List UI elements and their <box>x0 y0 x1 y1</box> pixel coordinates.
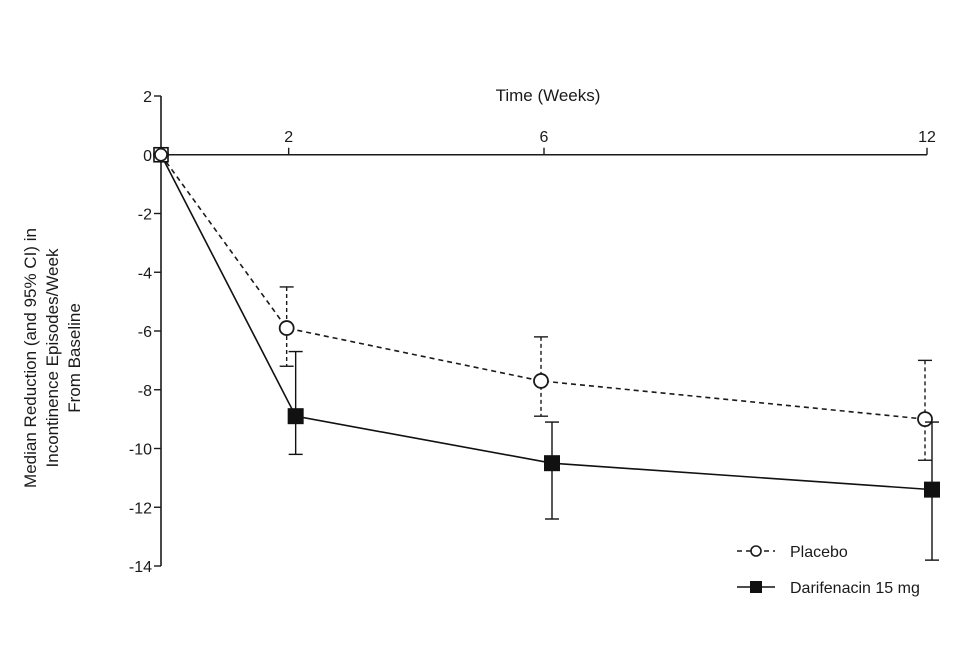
legend-darifenacin-label: Darifenacin 15 mg <box>790 580 920 597</box>
error-bar <box>279 286 294 367</box>
series-placebo <box>153 146 933 461</box>
x-tick-label: 12 <box>918 129 936 146</box>
y-tick-label: -4 <box>138 265 152 282</box>
series-layer <box>153 146 940 561</box>
x-axis-title: Time (Weeks) <box>496 86 601 105</box>
x-tick-label: 2 <box>284 129 293 146</box>
error-bar <box>288 350 303 456</box>
baseline-point <box>154 147 168 162</box>
axes: 2 0 -2 -4 -6 -8 -10 -12 -14 2 6 12 <box>129 89 936 576</box>
legend: Placebo Darifenacin 15 mg <box>737 544 920 597</box>
darifenacin-point <box>924 481 940 498</box>
placebo-point <box>917 411 933 428</box>
legend-darifenacin-marker <box>750 581 762 593</box>
darifenacin-point <box>287 408 304 425</box>
placebo-point <box>533 373 549 389</box>
y-axis-title-line-3: From Baseline <box>65 303 84 413</box>
y-tick-label: -6 <box>138 324 152 341</box>
y-axis-title-line-2: Incontinence Episodes/Week <box>43 248 62 467</box>
legend-placebo-marker <box>750 545 762 557</box>
y-tick-label: -2 <box>138 207 152 224</box>
y-tick-label: -12 <box>129 500 152 517</box>
y-axis-title: Median Reduction (and 95% CI) in Inconti… <box>21 228 84 488</box>
placebo-line <box>160 154 926 420</box>
y-tick-label: -10 <box>129 442 152 459</box>
series-darifenacin <box>153 146 940 561</box>
legend-placebo-label: Placebo <box>790 544 848 561</box>
error-bar <box>918 359 932 461</box>
x-tick-label: 6 <box>540 129 549 146</box>
y-tick-label: 0 <box>143 148 152 165</box>
y-axis-title-line-1: Median Reduction (and 95% CI) in <box>21 228 40 488</box>
y-tick-label: -14 <box>129 559 152 576</box>
placebo-point <box>278 320 295 336</box>
darifenacin-point <box>544 455 560 472</box>
y-tick-label: -8 <box>138 383 152 400</box>
error-bar <box>534 336 548 417</box>
darifenacin-line <box>160 154 933 491</box>
y-tick-label: 2 <box>143 89 152 106</box>
